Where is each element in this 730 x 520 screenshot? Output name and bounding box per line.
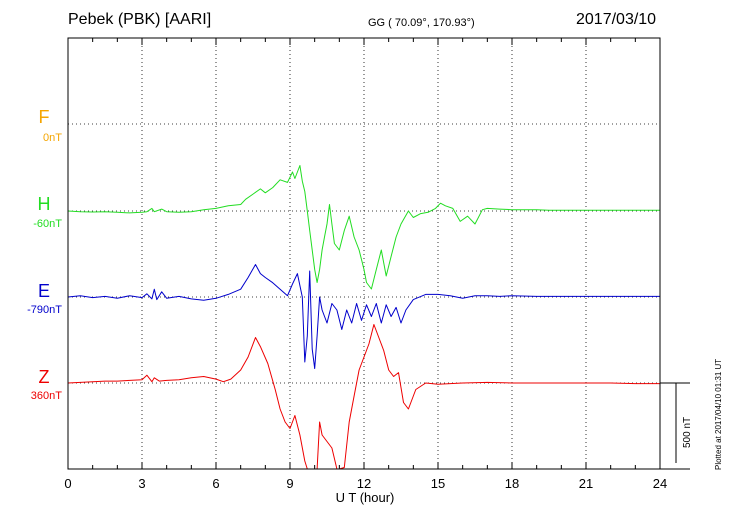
x-tick-label: 3	[138, 476, 145, 491]
x-tick-label: 0	[64, 476, 71, 491]
plotted-timestamp: Plotted at 2017/04/10 01:31 UT	[714, 358, 723, 470]
scale-bar-label: 500 nT	[682, 416, 693, 448]
x-tick-labels: 0 3 6 9 12 15 18 21 24	[64, 476, 667, 491]
component-label-e: E	[37, 281, 50, 301]
x-tick-label: 18	[505, 476, 519, 491]
series-line-h	[67, 165, 660, 290]
geographic-coordinates: GG ( 70.09°, 170.93°)	[368, 17, 475, 29]
grid-lines	[68, 38, 660, 469]
baseline-label-e: -790nT	[27, 304, 62, 316]
date-label: 2017/03/10	[576, 11, 657, 28]
plot-frame	[67, 37, 661, 470]
station-title: Pebek (PBK) [AARI]	[68, 11, 212, 28]
x-tick-label: 12	[357, 476, 371, 491]
x-tick-label: 15	[431, 476, 445, 491]
scale-bar	[660, 382, 690, 470]
baseline-label-f: 0nT	[43, 132, 62, 144]
x-tick-label: 24	[653, 476, 667, 491]
component-label-f: F	[38, 107, 50, 127]
component-label-h: H	[37, 194, 51, 214]
component-label-z: Z	[38, 367, 50, 387]
x-tick-label: 21	[579, 476, 593, 491]
x-tick-label: 9	[286, 476, 293, 491]
series-line-e	[67, 264, 660, 369]
x-axis-label: U T (hour)	[335, 490, 395, 505]
baseline-label-z: 360nT	[30, 390, 62, 402]
x-tick-label: 6	[212, 476, 219, 491]
baseline-label-h: -60nT	[33, 218, 62, 230]
